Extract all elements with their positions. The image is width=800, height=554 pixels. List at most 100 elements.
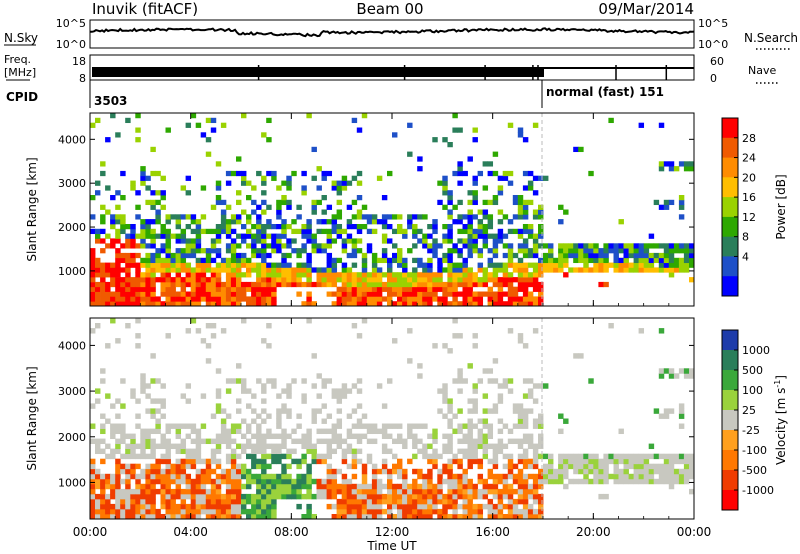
heatmap-cell (673, 257, 680, 264)
time-tick-label: 16:00 (475, 525, 510, 539)
heatmap-cell (356, 503, 363, 510)
heatmap-cell (502, 243, 509, 249)
heatmap-cell (538, 243, 544, 249)
heatmap-cell (517, 483, 524, 490)
heatmap-cell (230, 478, 237, 485)
heatmap-cell (261, 267, 267, 273)
heatmap-cell (291, 483, 297, 490)
heatmap-cell (271, 433, 277, 440)
heatmap-cell (462, 453, 468, 460)
heatmap-cell (467, 423, 473, 429)
heatmap-cell (266, 483, 272, 490)
heatmap-cell (185, 238, 192, 244)
heatmap-cell (110, 503, 116, 510)
heatmap-cell (392, 286, 398, 292)
heatmap-cell (95, 323, 101, 329)
heatmap-cell (210, 508, 217, 515)
heatmap-cell (653, 453, 660, 460)
heatmap-cell (497, 185, 504, 191)
heatmap-cell (538, 281, 544, 288)
heatmap-cell (205, 358, 212, 364)
heatmap-cell (190, 428, 197, 435)
heatmap-cell (487, 233, 494, 239)
heatmap-cell (316, 199, 322, 206)
colorbar-band (722, 276, 738, 297)
heatmap-cell (241, 443, 247, 450)
heatmap-cell (442, 137, 448, 143)
heatmap-cell (251, 503, 257, 510)
heatmap-cell (175, 296, 182, 302)
heatmap-cell (472, 296, 478, 302)
heatmap-cell (563, 468, 569, 475)
heatmap-cell (336, 468, 343, 475)
heatmap-cell (678, 214, 685, 220)
heatmap-cell (286, 180, 292, 186)
heatmap-cell (326, 448, 333, 455)
heatmap-cell (447, 463, 453, 470)
heatmap-cell (220, 219, 227, 225)
heatmap-cell (291, 277, 297, 283)
heatmap-cell (341, 248, 348, 254)
heatmap-cell (160, 473, 166, 480)
heatmap-cell (210, 238, 217, 244)
heatmap-cell (668, 267, 675, 273)
heatmap-cell (673, 478, 680, 485)
heatmap-cell (180, 488, 187, 495)
heatmap-cell (487, 214, 494, 220)
heatmap-cell (397, 301, 403, 307)
heatmap-cell (155, 488, 161, 495)
heatmap-cell (225, 503, 232, 510)
heatmap-cell (230, 423, 237, 429)
heatmap-cell (326, 483, 333, 490)
heatmap-cell (140, 170, 146, 177)
heatmap-cell (155, 443, 161, 450)
heatmap-cell (160, 383, 166, 389)
heatmap-cell (261, 338, 267, 344)
heatmap-cell (301, 170, 307, 177)
heatmap-cell (467, 508, 473, 515)
heatmap-cell (256, 214, 262, 220)
heatmap-cell (517, 514, 524, 520)
heatmap-cell (437, 514, 443, 520)
heatmap-cell (125, 277, 131, 283)
heatmap-cell (220, 199, 227, 206)
heatmap-cell (266, 137, 272, 143)
heatmap-cell (195, 277, 202, 283)
heatmap-cell (296, 214, 302, 220)
heatmap-cell (427, 468, 433, 475)
heatmap-cell (286, 185, 292, 191)
heatmap-cell (175, 267, 182, 273)
heatmap-cell (256, 301, 262, 307)
heatmap-cell (648, 267, 655, 273)
heatmap-cell (492, 248, 499, 254)
heatmap-cell (517, 458, 524, 465)
heatmap-cell (326, 272, 333, 278)
heatmap-cell (256, 233, 262, 239)
heatmap-cell (507, 503, 514, 510)
heatmap-cell (457, 333, 463, 339)
heatmap-cell (296, 458, 302, 465)
heatmap-cell (140, 503, 146, 510)
heatmap-cell (210, 493, 217, 500)
heatmap-cell (643, 478, 650, 485)
heatmap-cell (296, 281, 302, 288)
heatmap-cell (512, 277, 519, 283)
heatmap-cell (381, 468, 388, 475)
heatmap-cell (527, 458, 534, 465)
heatmap-cell (125, 498, 131, 505)
heatmap-cell (215, 185, 222, 191)
heatmap-cell (351, 423, 358, 429)
heatmap-cell (442, 508, 448, 515)
heatmap-cell (326, 478, 333, 485)
heatmap-cell (100, 281, 106, 288)
nave-label: Nave (748, 64, 776, 77)
heatmap-cell (366, 277, 373, 283)
heatmap-cell (150, 413, 156, 419)
heatmap-cell (215, 368, 222, 374)
heatmap-cell (190, 214, 197, 220)
heatmap-cell (251, 281, 257, 288)
heatmap-cell (346, 301, 353, 307)
heatmap-cell (120, 453, 126, 460)
heatmap-cell (225, 248, 232, 254)
heatmap-cell (507, 488, 514, 495)
